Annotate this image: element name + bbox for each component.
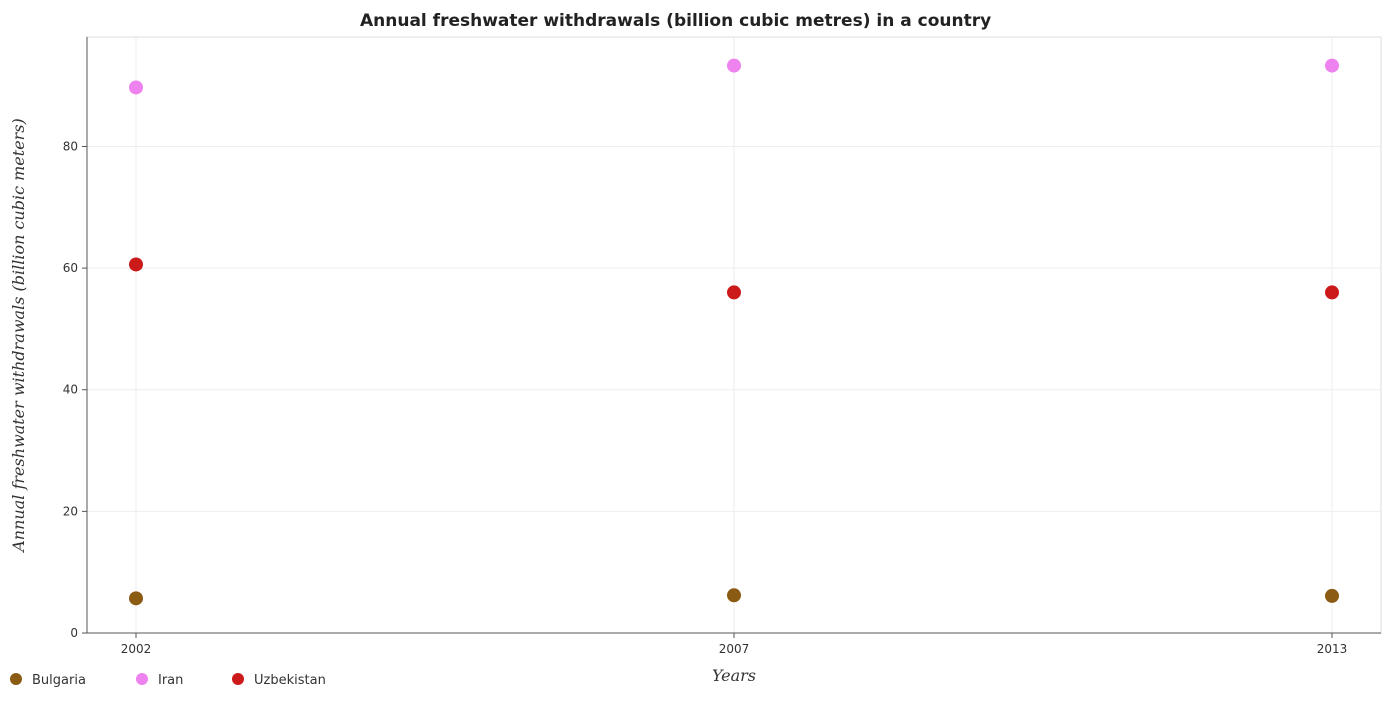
x-axis-label: Years <box>712 666 756 685</box>
x-tick-label: 2013 <box>1317 642 1348 656</box>
y-tick-label: 80 <box>63 139 78 153</box>
data-point-iran[interactable] <box>727 58 741 73</box>
y-tick-label: 0 <box>70 626 78 640</box>
data-point-iran[interactable] <box>1325 58 1339 73</box>
x-ticks-layer: 2002 2007 2013 <box>121 633 1348 656</box>
data-point-bulgaria[interactable] <box>129 591 143 606</box>
x-tick-label: 2002 <box>121 642 152 656</box>
data-point-uzbekistan[interactable] <box>129 257 143 272</box>
y-tick-label: 60 <box>63 261 78 275</box>
data-point-iran[interactable] <box>129 80 143 95</box>
data-point-bulgaria[interactable] <box>1325 588 1339 603</box>
legend-marker-uzbekistan <box>232 673 244 685</box>
legend-item-bulgaria: Bulgaria <box>10 673 86 688</box>
legend-label-bulgaria: Bulgaria <box>32 673 86 688</box>
data-point-bulgaria[interactable] <box>727 588 741 603</box>
legend-item-iran: Iran <box>136 673 183 688</box>
legend-marker-bulgaria <box>10 673 22 685</box>
y-axis-label: Annual freshwater withdrawals (billion c… <box>9 118 28 554</box>
legend-label-iran: Iran <box>158 673 183 688</box>
y-tick-label: 20 <box>63 504 78 518</box>
data-point-uzbekistan[interactable] <box>1325 285 1339 300</box>
data-points-layer <box>129 58 1339 606</box>
legend-label-uzbekistan: Uzbekistan <box>254 673 326 688</box>
legend-item-uzbekistan: Uzbekistan <box>232 673 326 688</box>
data-point-uzbekistan[interactable] <box>727 285 741 300</box>
legend: Bulgaria Iran Uzbekistan <box>10 673 326 688</box>
chart-title: Annual freshwater withdrawals (billion c… <box>360 11 991 31</box>
grid-layer <box>87 37 1381 634</box>
legend-marker-iran <box>136 673 148 685</box>
y-tick-label: 40 <box>63 383 78 397</box>
y-ticks-layer: 0 20 40 60 80 <box>63 139 87 640</box>
x-tick-label: 2007 <box>719 642 750 656</box>
